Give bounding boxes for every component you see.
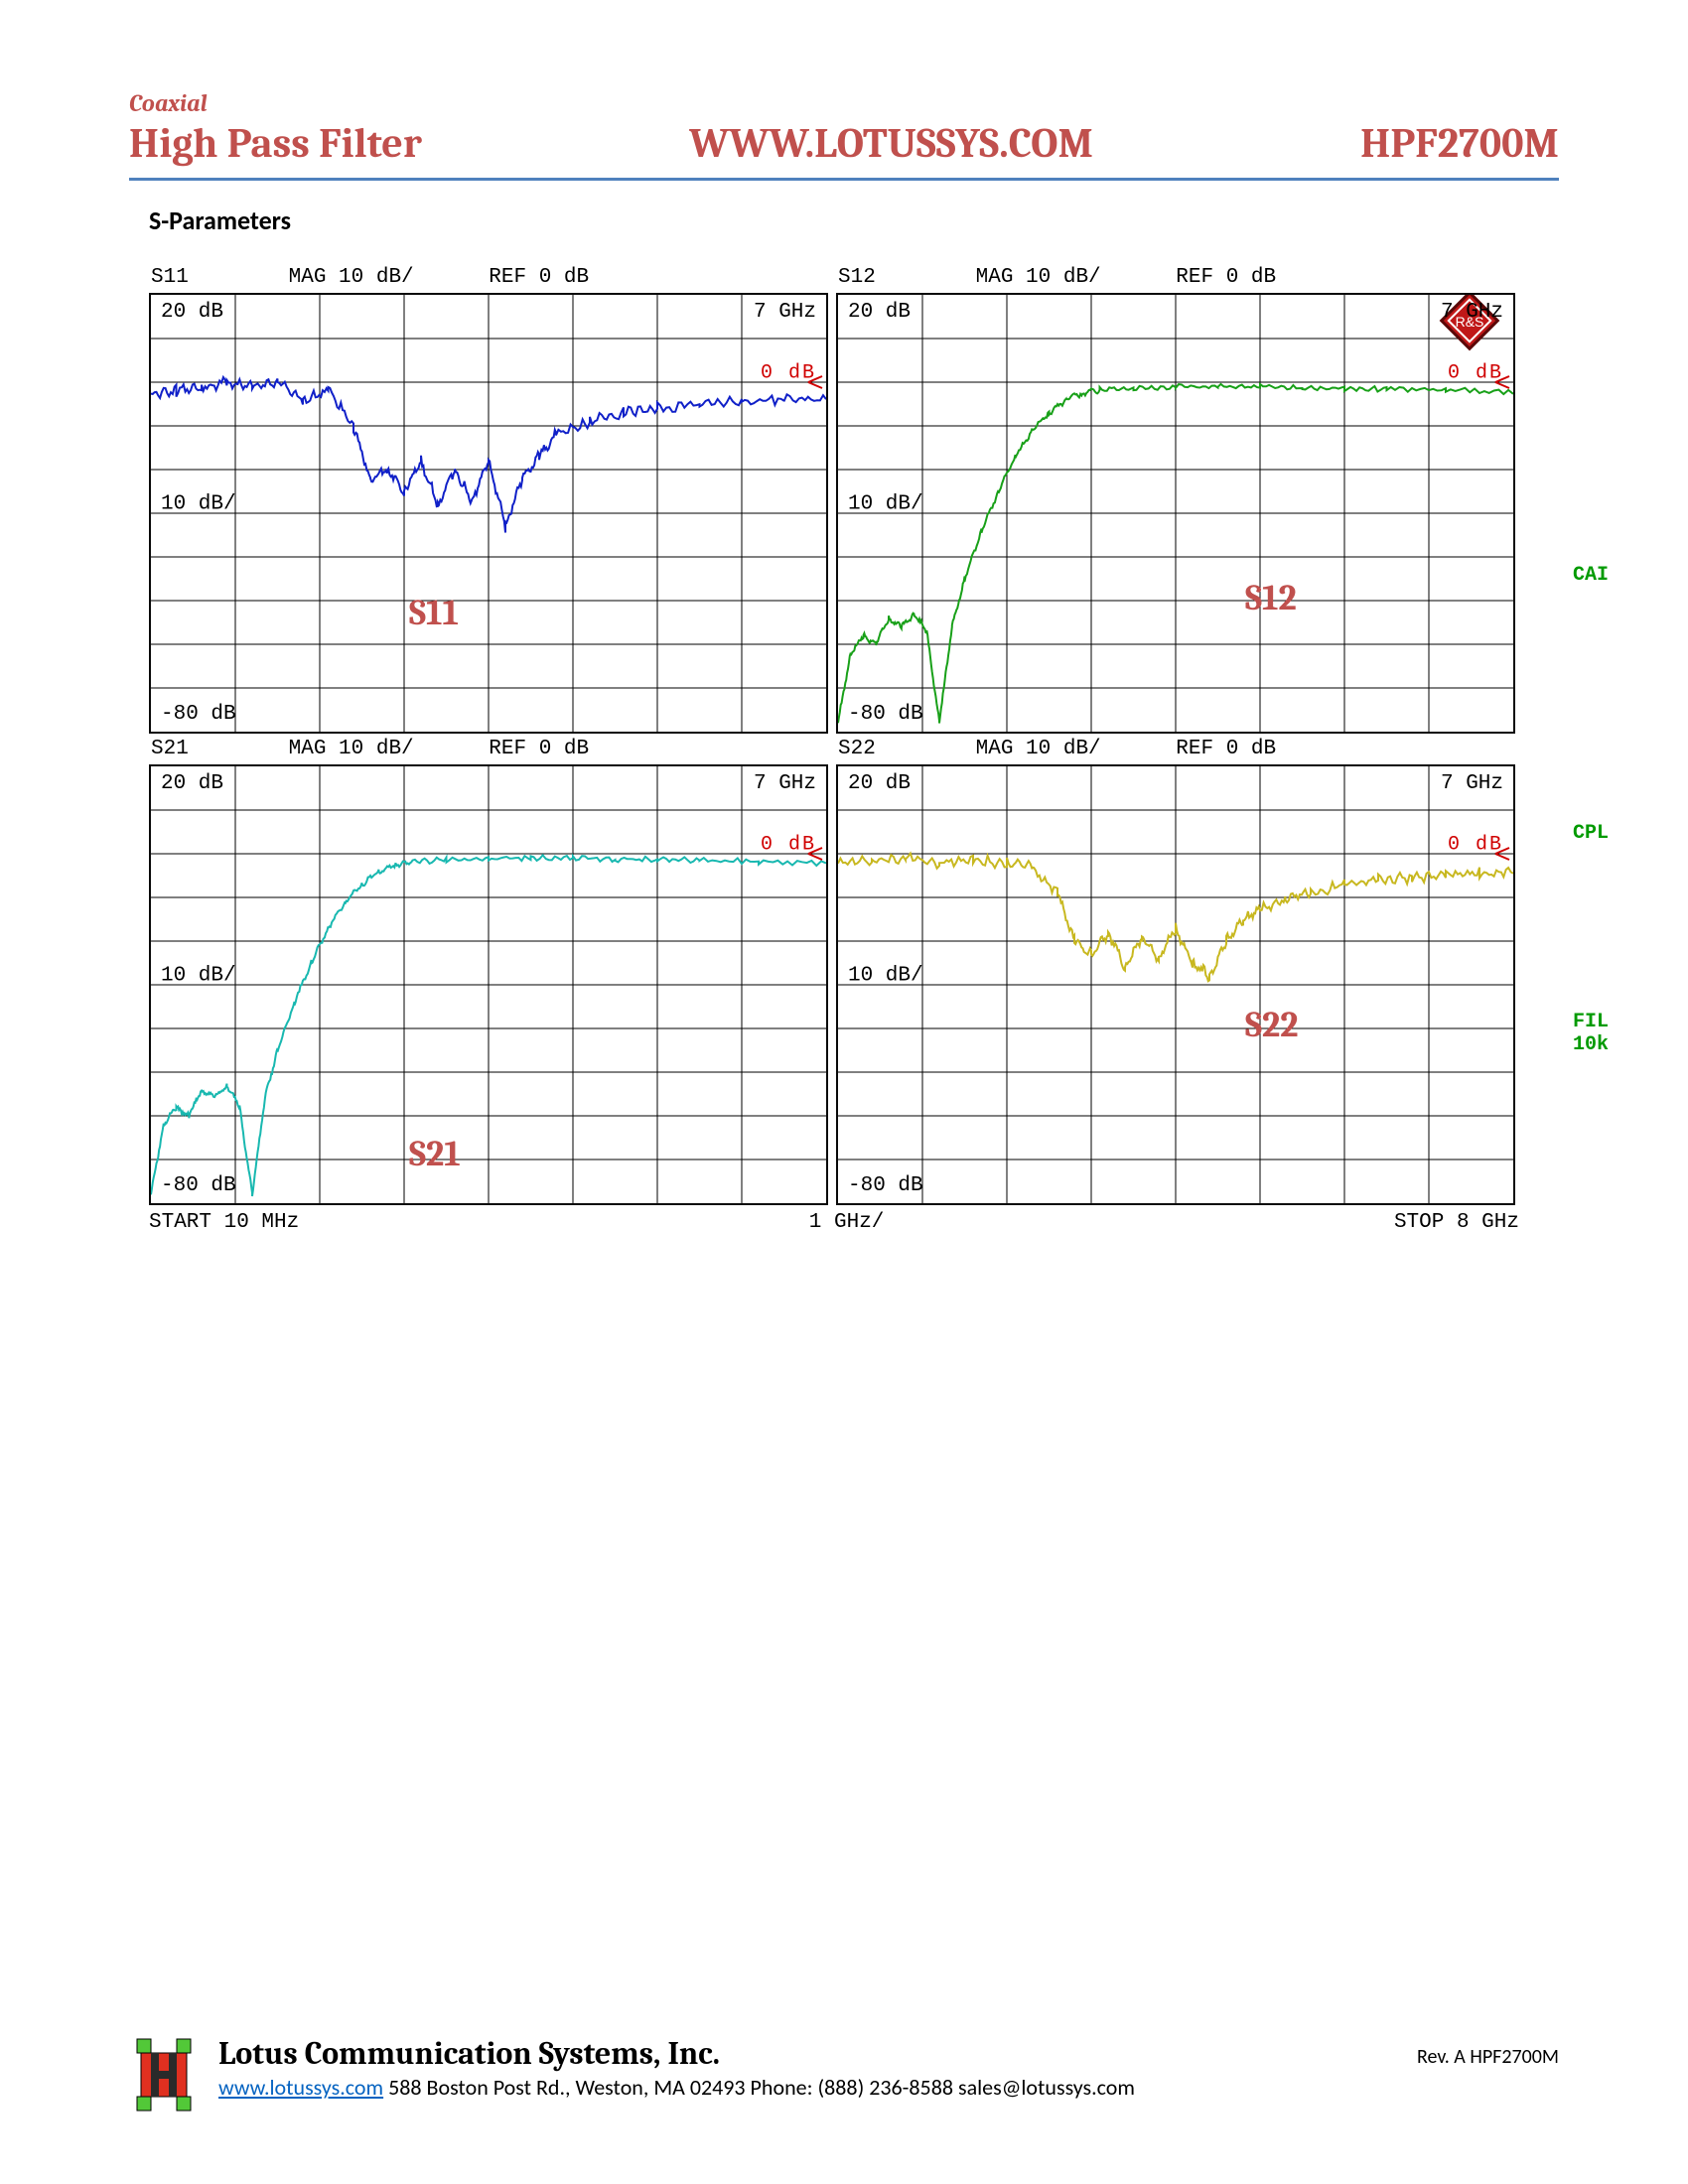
panel-ref: REF 0 dB bbox=[489, 266, 589, 289]
panel-mag: MAG 10 dB/ bbox=[976, 266, 1101, 289]
ref-marker-label: 0 dB bbox=[761, 834, 816, 857]
axis-top-right: 7 GHz bbox=[754, 301, 816, 324]
chart-panel-s21: S21 MAG 10 dB/ REF 0 dB 20 dB 7 GHz 10 dB/… bbox=[149, 738, 832, 1205]
header-part-number: HPF2700M bbox=[1360, 119, 1559, 168]
axis-top-left: 20 dB bbox=[848, 301, 911, 324]
company-link[interactable]: www.lotussys.com bbox=[218, 2074, 383, 2101]
axis-mid-left: 10 dB/ bbox=[161, 493, 236, 516]
revision-label: Rev. A HPF2700M bbox=[1417, 2045, 1559, 2069]
panel-id: S12 bbox=[838, 266, 876, 289]
ref-marker-label: 0 dB bbox=[761, 362, 816, 385]
chart-panel-s12: S12 MAG 10 dB/ REF 0 dB R&S 20 dB 7 GHz 10… bbox=[836, 266, 1519, 734]
panel-ref: REF 0 dB bbox=[1176, 266, 1276, 289]
panel-label-s12: S12 bbox=[1245, 578, 1297, 618]
chart-svg bbox=[151, 295, 826, 732]
panel-label-s22: S22 bbox=[1245, 1005, 1299, 1045]
chart-svg bbox=[151, 766, 826, 1203]
page-footer: Lotus Communication Systems, Inc. Rev. A… bbox=[129, 2035, 1559, 2115]
axis-per-div: 1 GHz/ bbox=[809, 1211, 885, 1234]
axis-top-left: 20 dB bbox=[161, 301, 223, 324]
header-category: Coaxial bbox=[129, 89, 1559, 117]
panel-id: S21 bbox=[151, 738, 189, 760]
chart-panel-s22: S22 MAG 10 dB/ REF 0 dB 20 dB 7 GHz 10 dB/… bbox=[836, 738, 1519, 1205]
side-label-cpl: CPL bbox=[1573, 822, 1609, 845]
axis-bottom-left: -80 dB bbox=[848, 1174, 923, 1197]
company-name: Lotus Communication Systems, Inc. bbox=[218, 2035, 720, 2072]
chart-svg bbox=[838, 766, 1513, 1203]
panel-ref: REF 0 dB bbox=[1176, 738, 1276, 760]
axis-top-right: 7 GHz bbox=[1441, 301, 1503, 324]
ref-marker-label: 0 dB bbox=[1448, 834, 1503, 857]
axis-mid-left: 10 dB/ bbox=[161, 965, 236, 988]
ref-marker-label: 0 dB bbox=[1448, 362, 1503, 385]
axis-top-left: 20 dB bbox=[848, 772, 911, 795]
header-rule bbox=[129, 178, 1559, 181]
company-address: 588 Boston Post Rd., Weston, MA 02493 Ph… bbox=[383, 2074, 1135, 2101]
axis-start-label: START 10 MHz bbox=[149, 1211, 299, 1234]
panel-ref: REF 0 dB bbox=[489, 738, 589, 760]
axis-mid-left: 10 dB/ bbox=[848, 965, 923, 988]
side-label-fil: FIL 10k bbox=[1573, 1011, 1609, 1056]
axis-bottom-left: -80 dB bbox=[161, 703, 236, 726]
panel-id: S22 bbox=[838, 738, 876, 760]
section-title: S-Parameters bbox=[149, 205, 1559, 236]
panel-label-s21: S21 bbox=[409, 1134, 461, 1174]
axis-bottom-left: -80 dB bbox=[848, 703, 923, 726]
side-label-cal: CAI bbox=[1573, 564, 1609, 587]
axis-bottom-left: -80 dB bbox=[161, 1174, 236, 1197]
axis-top-left: 20 dB bbox=[161, 772, 223, 795]
header-title: High Pass Filter bbox=[129, 119, 422, 168]
axis-stop-label: STOP 8 GHz bbox=[1394, 1211, 1519, 1234]
panel-label-s11: S11 bbox=[409, 593, 459, 633]
company-logo-icon bbox=[129, 2035, 199, 2115]
panel-mag: MAG 10 dB/ bbox=[289, 266, 414, 289]
header-url: WWW.LOTUSSYS.COM bbox=[689, 119, 1093, 168]
axis-top-right: 7 GHz bbox=[754, 772, 816, 795]
chart-svg: R&S bbox=[838, 295, 1513, 732]
panel-id: S11 bbox=[151, 266, 189, 289]
panel-mag: MAG 10 dB/ bbox=[976, 738, 1101, 760]
axis-top-right: 7 GHz bbox=[1441, 772, 1503, 795]
panel-mag: MAG 10 dB/ bbox=[289, 738, 414, 760]
chart-panel-s11: S11 MAG 10 dB/ REF 0 dB 20 dB 7 GHz 10 dB/… bbox=[149, 266, 832, 734]
axis-mid-left: 10 dB/ bbox=[848, 493, 923, 516]
